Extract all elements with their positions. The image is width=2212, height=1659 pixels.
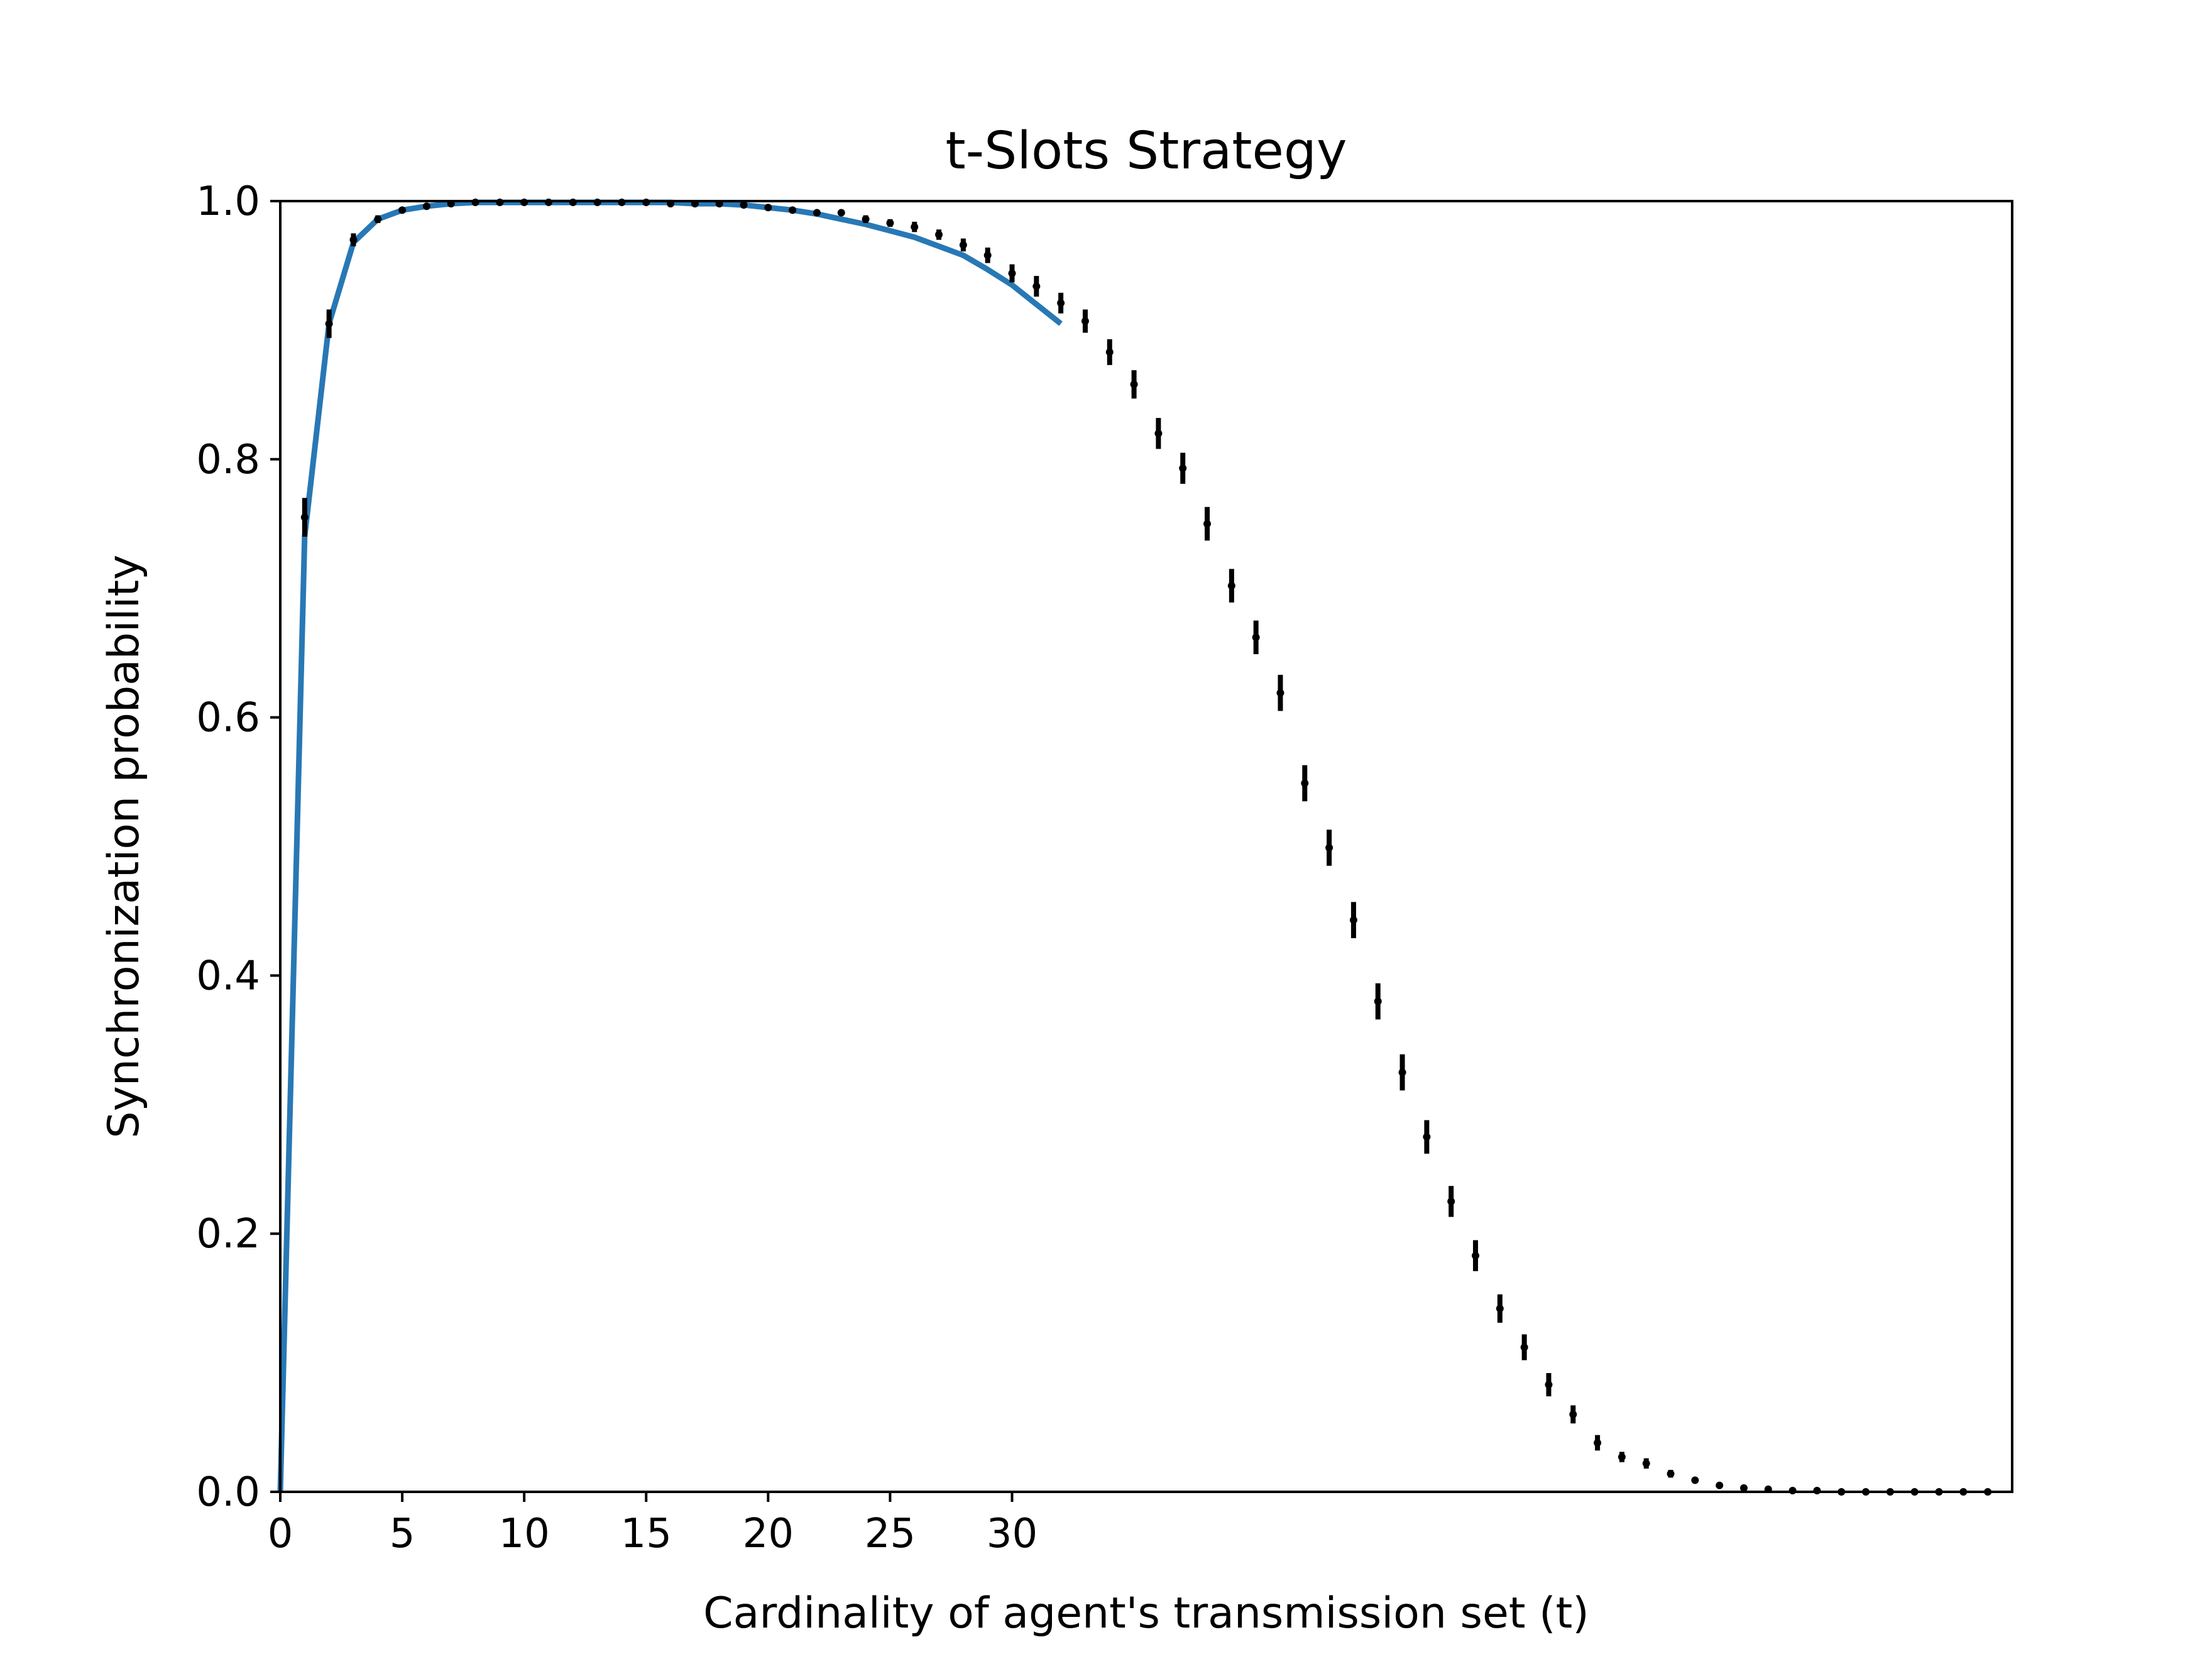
data-point <box>813 209 821 217</box>
data-point <box>1813 1486 1821 1494</box>
data-point <box>911 223 919 231</box>
data-point <box>886 219 894 227</box>
data-point <box>1667 1470 1675 1478</box>
x-tick-label: 10 <box>498 1511 549 1557</box>
data-point <box>862 215 870 223</box>
y-tick-label: 0.4 <box>196 953 260 999</box>
data-point <box>764 204 772 212</box>
axes-frame <box>279 200 2013 1493</box>
data-point <box>1398 1068 1406 1076</box>
data-point <box>1447 1197 1455 1205</box>
data-point <box>471 199 479 207</box>
data-point <box>1740 1484 1748 1492</box>
data-point <box>496 199 504 207</box>
y-tick-label: 1.0 <box>196 178 260 225</box>
x-tick-label: 20 <box>743 1511 794 1557</box>
y-tick-label: 0.0 <box>196 1469 260 1516</box>
x-axis: 0 5 10 15 20 25 30 <box>268 1492 1038 1557</box>
x-tick-label: 5 <box>390 1511 415 1557</box>
data-point <box>1642 1459 1650 1467</box>
data-point <box>1496 1305 1504 1313</box>
data-point <box>1594 1438 1602 1447</box>
data-point <box>935 231 943 239</box>
data-point <box>1179 464 1187 473</box>
data-point <box>1081 317 1089 326</box>
plot-area <box>277 199 1992 1496</box>
data-point <box>983 251 992 260</box>
data-point <box>544 199 552 207</box>
data-point <box>1569 1410 1577 1418</box>
data-point <box>593 199 601 207</box>
y-tick-label: 0.8 <box>196 437 260 483</box>
data-point <box>837 209 845 217</box>
data-point <box>1788 1486 1797 1494</box>
data-point <box>1374 997 1382 1005</box>
data-point <box>1227 582 1235 590</box>
y-axis-label: Synchronization probability <box>99 554 149 1138</box>
y-axis: 0.0 0.2 0.4 0.6 0.8 1.0 <box>196 178 280 1516</box>
data-point <box>1203 520 1212 528</box>
data-point <box>642 199 650 207</box>
data-point <box>1301 779 1309 787</box>
data-point <box>422 202 430 211</box>
data-point <box>1032 282 1041 290</box>
data-point <box>959 241 967 249</box>
data-point <box>520 199 528 207</box>
data-point <box>1276 689 1284 697</box>
data-point <box>398 206 407 214</box>
y-tick-label: 0.6 <box>196 695 260 742</box>
y-tick-label: 0.2 <box>196 1211 260 1257</box>
data-point <box>1545 1381 1553 1389</box>
data-point <box>1423 1133 1431 1141</box>
data-point <box>1618 1453 1626 1461</box>
data-point <box>374 215 382 223</box>
data-point <box>1325 844 1333 852</box>
data-point <box>1105 348 1114 356</box>
data-point <box>1349 916 1357 924</box>
chart-title: t-Slots Strategy <box>945 121 1347 181</box>
data-point <box>618 199 626 207</box>
data-point <box>1716 1481 1724 1489</box>
x-tick-label: 25 <box>865 1511 916 1557</box>
x-tick-label: 30 <box>987 1511 1038 1557</box>
x-axis-label: Cardinality of agent's transmission set … <box>703 1589 1589 1638</box>
data-point <box>569 199 577 207</box>
data-point <box>1154 429 1163 437</box>
data-point <box>325 320 333 328</box>
data-point <box>1691 1476 1699 1484</box>
x-tick-label: 15 <box>621 1511 672 1557</box>
data-point <box>1130 380 1138 388</box>
x-tick-label: 0 <box>268 1511 293 1557</box>
data-point <box>1008 270 1016 278</box>
data-point <box>1252 633 1260 642</box>
data-point <box>740 201 748 209</box>
data-point <box>300 513 309 522</box>
data-point <box>1057 299 1065 307</box>
data-point <box>349 236 358 244</box>
data-point <box>789 206 797 214</box>
series-line <box>277 199 1063 1492</box>
data-point <box>1472 1252 1480 1260</box>
data-point <box>1520 1343 1528 1351</box>
